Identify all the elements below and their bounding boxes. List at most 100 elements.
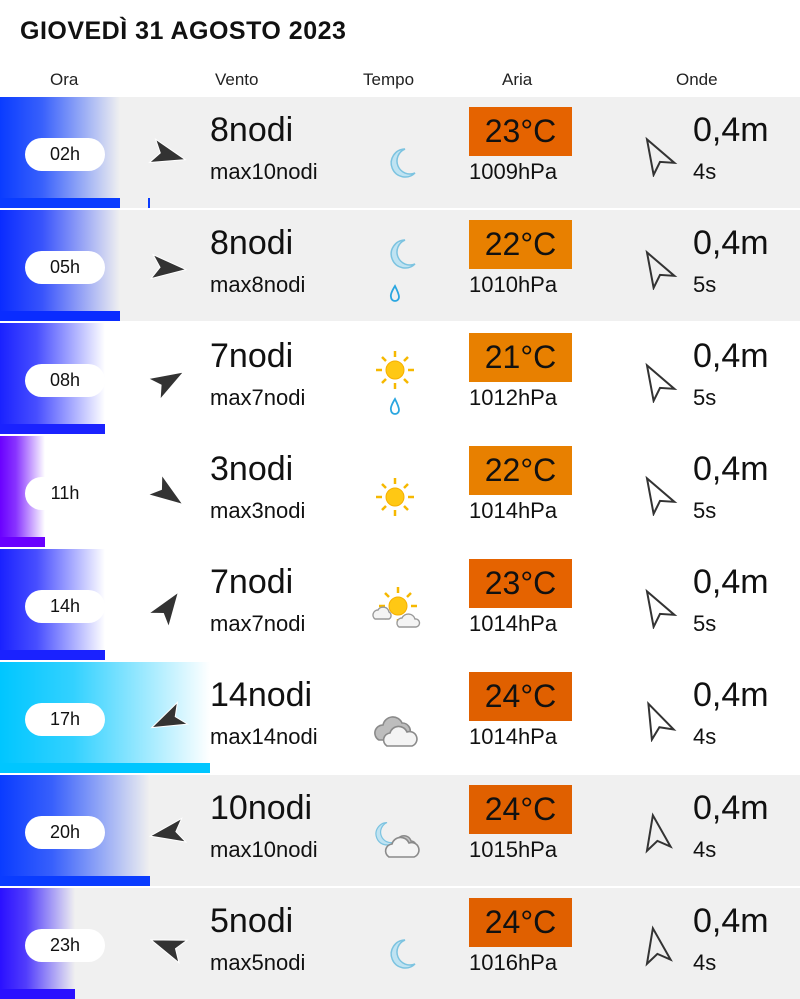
- header-ora: Ora: [50, 70, 79, 89]
- forecast-row[interactable]: 11h 3nodi max3nodi 22°C 1014hPa 0,4m 5s: [0, 436, 800, 547]
- wind-gust: max5nodi: [210, 950, 306, 975]
- header-vento: Vento: [215, 70, 259, 89]
- wind-speed: 8nodi: [210, 224, 294, 262]
- wind-speed-bar: [0, 198, 120, 208]
- air-temperature: 24°C: [469, 898, 572, 947]
- wind-speed: 8nodi: [210, 111, 294, 149]
- wind-speed-bar: [0, 424, 105, 434]
- weather-icon: [365, 803, 425, 869]
- wave-height: 0,4m: [693, 111, 769, 149]
- wave-period: 5s: [693, 498, 717, 523]
- sun-cloud-icon: [372, 587, 421, 628]
- wind-direction-arrow-icon: [147, 138, 187, 164]
- wave-height: 0,4m: [693, 337, 769, 375]
- air-temperature: 23°C: [469, 559, 572, 608]
- moon-icon: [389, 239, 416, 302]
- forecast-row[interactable]: 14h 7nodi max7nodi 23°C 1014hPa 0,4m 5s: [0, 549, 800, 660]
- wave-period: 5s: [693, 272, 717, 297]
- air-pressure: 1012hPa: [469, 385, 558, 410]
- wave-direction-arrow-icon: [645, 249, 678, 290]
- wave-period: 4s: [693, 837, 717, 862]
- air-temperature: 22°C: [469, 446, 572, 495]
- header-onde: Onde: [676, 70, 718, 89]
- wind-gust: max7nodi: [210, 385, 306, 410]
- wind-speed-bar: [0, 876, 150, 886]
- air-pressure: 1016hPa: [469, 950, 558, 975]
- wind-speed-bar: [0, 989, 75, 999]
- weather-icon: [365, 351, 425, 417]
- wind-direction-arrow-icon: [147, 591, 180, 629]
- wind-gust: max10nodi: [210, 159, 318, 184]
- time-pill: 17h: [25, 703, 105, 736]
- wind-speed-bar: [0, 311, 120, 321]
- wind-gust: max7nodi: [210, 611, 306, 636]
- time-pill: 20h: [25, 816, 105, 849]
- wind-gust: max3nodi: [210, 498, 306, 523]
- wind-direction-arrow-icon: [146, 473, 184, 506]
- wind-speed: 5nodi: [210, 902, 294, 940]
- header-tempo: Tempo: [363, 70, 415, 89]
- weather-icon: [365, 916, 425, 982]
- air-pressure: 1014hPa: [469, 498, 558, 523]
- wind-speed: 3nodi: [210, 450, 294, 488]
- wind-gust: max14nodi: [210, 724, 318, 749]
- air-temperature: 23°C: [469, 107, 572, 156]
- weather-icon: [365, 125, 425, 191]
- wave-period: 4s: [693, 950, 717, 975]
- forecast-row[interactable]: 17h 14nodi max14nodi 24°C 1014hPa 0,4m 4s: [0, 662, 800, 773]
- weather-icon: [365, 464, 425, 530]
- wave-direction-arrow-icon: [645, 588, 678, 629]
- wave-height: 0,4m: [693, 676, 769, 714]
- time-pill: 08h: [25, 364, 105, 397]
- wave-period: 5s: [693, 611, 717, 636]
- sun-icon: [376, 351, 414, 415]
- air-temperature: 24°C: [469, 785, 572, 834]
- air-pressure: 1010hPa: [469, 272, 558, 297]
- time-pill: 23h: [25, 929, 105, 962]
- wind-speed: 7nodi: [210, 337, 294, 375]
- moon-icon: [390, 939, 416, 969]
- forecast-row[interactable]: 02h 8nodi max10nodi 23°C 1009hPa 0,4m 4s: [0, 97, 800, 208]
- wave-height: 0,4m: [693, 563, 769, 601]
- air-pressure: 1015hPa: [469, 837, 558, 862]
- wave-direction-arrow-icon: [647, 700, 677, 742]
- wave-height: 0,4m: [693, 789, 769, 827]
- wave-height: 0,4m: [693, 224, 769, 262]
- weather-icon: [365, 238, 425, 304]
- forecast-row[interactable]: 20h 10nodi max10nodi 24°C 1015hPa 0,4m 4s: [0, 775, 800, 886]
- wind-speed: 14nodi: [210, 676, 313, 714]
- header-aria: Aria: [502, 70, 533, 89]
- forecast-row[interactable]: 23h 5nodi max5nodi 24°C 1016hPa 0,4m 4s: [0, 888, 800, 999]
- wave-direction-arrow-icon: [645, 812, 673, 854]
- sun-icon: [376, 478, 414, 516]
- wind-speed: 7nodi: [210, 563, 294, 601]
- weather-icon: [365, 690, 425, 756]
- wave-direction-arrow-icon: [645, 362, 678, 403]
- wind-gust: max8nodi: [210, 272, 306, 297]
- time-pill: 05h: [25, 251, 105, 284]
- moon-cloud-icon: [375, 822, 420, 858]
- air-pressure: 1014hPa: [469, 724, 558, 749]
- wave-direction-arrow-icon: [645, 136, 678, 177]
- wind-direction-arrow-icon: [146, 371, 185, 401]
- cloud-icon: [374, 716, 418, 747]
- wave-period: 4s: [693, 159, 717, 184]
- wind-speed-bar: [0, 763, 210, 773]
- wave-period: 5s: [693, 385, 717, 410]
- moon-icon: [390, 148, 416, 178]
- wind-direction-arrow-icon: [150, 700, 190, 729]
- wind-direction-arrow-icon: [149, 939, 189, 965]
- wave-direction-arrow-icon: [645, 475, 678, 516]
- air-pressure: 1009hPa: [469, 159, 558, 184]
- air-temperature: 24°C: [469, 672, 572, 721]
- forecast-row[interactable]: 08h 7nodi max7nodi 21°C 1012hPa 0,4m 5s: [0, 323, 800, 434]
- date-title: GIOVEDÌ 31 AGOSTO 2023: [20, 17, 347, 45]
- wind-speed-bar: [0, 537, 45, 547]
- wind-direction-arrow-icon: [149, 253, 188, 280]
- wave-height: 0,4m: [693, 902, 769, 940]
- air-pressure: 1014hPa: [469, 611, 558, 636]
- wind-gust: max10nodi: [210, 837, 318, 862]
- time-pill: 02h: [25, 138, 105, 171]
- time-pill: 14h: [25, 590, 105, 623]
- forecast-row[interactable]: 05h 8nodi max8nodi 22°C 1010hPa 0,4m 5s: [0, 210, 800, 321]
